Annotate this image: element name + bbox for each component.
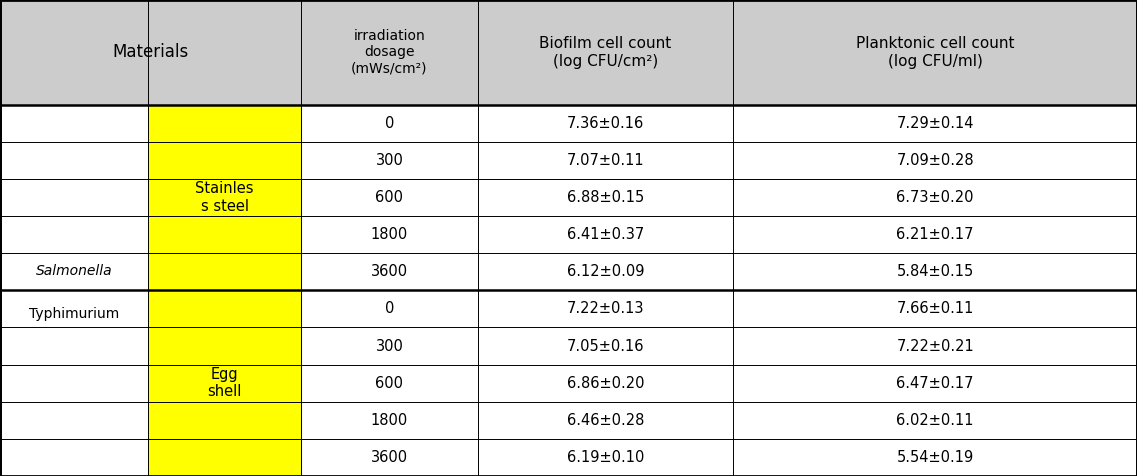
- Bar: [0, 179, 1137, 216]
- Text: 0: 0: [384, 116, 395, 131]
- Text: Stainles
s steel: Stainles s steel: [196, 181, 254, 214]
- Text: 6.88±0.15: 6.88±0.15: [567, 190, 644, 205]
- Text: 7.36±0.16: 7.36±0.16: [567, 116, 644, 131]
- Text: 7.07±0.11: 7.07±0.11: [566, 153, 645, 168]
- Text: Biofilm cell count
(log CFU/cm²): Biofilm cell count (log CFU/cm²): [539, 36, 672, 69]
- Text: 6.12±0.09: 6.12±0.09: [566, 264, 645, 279]
- Text: 0: 0: [384, 301, 395, 317]
- Bar: [0, 105, 1137, 142]
- Text: 300: 300: [375, 338, 404, 354]
- Text: 6.21±0.17: 6.21±0.17: [896, 227, 974, 242]
- Text: 3600: 3600: [371, 264, 408, 279]
- Bar: [0, 402, 1137, 439]
- Bar: [0, 216, 1137, 253]
- Text: irradiation
dosage
(mWs/cm²): irradiation dosage (mWs/cm²): [351, 29, 428, 76]
- Text: 300: 300: [375, 153, 404, 168]
- Bar: [0, 142, 1137, 179]
- Text: 6.41±0.37: 6.41±0.37: [567, 227, 644, 242]
- Text: 6.46±0.28: 6.46±0.28: [566, 413, 645, 428]
- Text: 1800: 1800: [371, 227, 408, 242]
- Text: 7.66±0.11: 7.66±0.11: [896, 301, 974, 317]
- Text: Typhimurium: Typhimurium: [28, 307, 119, 321]
- Text: 6.19±0.10: 6.19±0.10: [566, 450, 645, 465]
- Text: 5.54±0.19: 5.54±0.19: [897, 450, 973, 465]
- Text: 7.05±0.16: 7.05±0.16: [566, 338, 645, 354]
- Text: 6.73±0.20: 6.73±0.20: [896, 190, 974, 205]
- Text: 600: 600: [375, 190, 404, 205]
- Text: 5.84±0.15: 5.84±0.15: [897, 264, 973, 279]
- Text: 6.02±0.11: 6.02±0.11: [896, 413, 974, 428]
- Bar: [0, 439, 1137, 476]
- Text: Egg
shell: Egg shell: [207, 367, 242, 399]
- Text: 7.22±0.21: 7.22±0.21: [896, 338, 974, 354]
- Bar: [0, 253, 1137, 290]
- Text: 600: 600: [375, 376, 404, 391]
- Text: 6.47±0.17: 6.47±0.17: [896, 376, 974, 391]
- Bar: [0, 365, 1137, 402]
- Bar: [148, 290, 301, 476]
- Text: 6.86±0.20: 6.86±0.20: [566, 376, 645, 391]
- Text: Materials: Materials: [113, 43, 189, 61]
- Text: 1800: 1800: [371, 413, 408, 428]
- Text: 7.29±0.14: 7.29±0.14: [896, 116, 974, 131]
- Text: 3600: 3600: [371, 450, 408, 465]
- Bar: [0, 327, 1137, 365]
- Bar: [0, 290, 1137, 327]
- Text: 7.22±0.13: 7.22±0.13: [566, 301, 645, 317]
- Bar: [148, 105, 301, 290]
- Text: Planktonic cell count
(log CFU/ml): Planktonic cell count (log CFU/ml): [856, 36, 1014, 69]
- Text: 7.09±0.28: 7.09±0.28: [896, 153, 974, 168]
- Bar: [0, 0, 1137, 105]
- Text: Salmonella: Salmonella: [35, 264, 113, 278]
